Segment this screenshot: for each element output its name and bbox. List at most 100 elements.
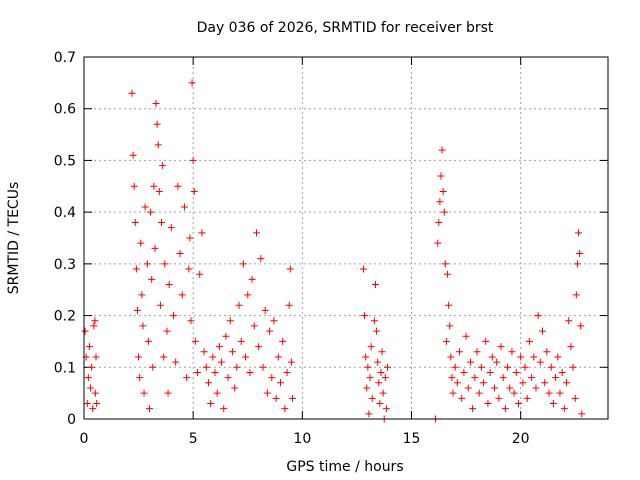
data-point: [381, 374, 389, 382]
data-point: [460, 368, 468, 376]
data-point: [129, 151, 137, 159]
data-point: [160, 353, 168, 361]
data-point: [198, 229, 206, 237]
data-point: [158, 218, 166, 226]
data-point: [143, 260, 151, 268]
data-point: [137, 239, 145, 247]
data-point: [510, 389, 518, 397]
data-point: [165, 281, 173, 289]
data-point: [153, 120, 161, 128]
data-point: [239, 260, 247, 268]
data-point: [556, 389, 564, 397]
data-point: [366, 374, 374, 382]
data-point: [486, 368, 494, 376]
data-point: [93, 399, 101, 407]
data-point: [149, 363, 157, 371]
data-point: [488, 353, 496, 361]
data-point: [576, 250, 584, 258]
data-point: [91, 317, 99, 325]
data-point: [370, 317, 378, 325]
data-point: [237, 337, 245, 345]
data-point: [539, 327, 546, 335]
data-point: [506, 384, 514, 392]
data-point: [138, 291, 146, 299]
data-point: [442, 337, 450, 345]
data-point: [202, 363, 210, 371]
data-point: [475, 389, 483, 397]
data-point: [150, 182, 158, 190]
data-point: [128, 89, 136, 97]
data-point: [365, 410, 373, 418]
data-point: [525, 337, 533, 345]
data-point: [183, 374, 191, 382]
data-point: [517, 353, 525, 361]
data-point: [378, 348, 386, 356]
data-point: [530, 353, 538, 361]
x-tick-label: 10: [293, 431, 311, 447]
data-point: [220, 405, 228, 413]
data-point: [471, 374, 479, 382]
data-point: [373, 327, 381, 335]
data-point: [363, 384, 371, 392]
data-point: [244, 291, 252, 299]
data-point: [436, 198, 444, 206]
y-tick-label: 0.7: [54, 50, 76, 66]
data-point: [268, 374, 276, 382]
data-point: [277, 379, 284, 387]
data-point: [81, 327, 89, 335]
data-point: [558, 368, 566, 376]
y-tick-label: 0.2: [54, 309, 76, 325]
data-point: [439, 187, 447, 195]
data-point: [362, 353, 370, 361]
chart-title: Day 036 of 2026, SRMTID for receiver brs…: [197, 20, 494, 36]
data-point: [161, 260, 169, 268]
data-point: [263, 389, 271, 397]
data-point: [514, 399, 522, 407]
data-point: [151, 244, 159, 252]
data-point: [361, 312, 369, 320]
data-point: [255, 343, 263, 351]
data-point: [501, 405, 509, 413]
data-point: [528, 374, 536, 382]
data-point: [242, 353, 250, 361]
data-point: [159, 162, 167, 170]
data-point: [261, 306, 269, 314]
data-point: [359, 265, 367, 273]
data-point: [508, 348, 516, 356]
data-point: [549, 399, 557, 407]
data-point: [170, 312, 178, 320]
data-point: [371, 281, 379, 289]
data-point: [469, 405, 477, 413]
data-point: [154, 141, 162, 149]
data-point: [383, 363, 391, 371]
data-point: [444, 270, 452, 278]
data-point: [133, 306, 141, 314]
data-point: [448, 374, 456, 382]
data-point: [532, 384, 540, 392]
data-point: [446, 322, 454, 330]
data-point: [270, 317, 278, 325]
data-point: [156, 301, 164, 309]
data-point: [174, 182, 182, 190]
data-point: [164, 389, 172, 397]
data-point: [152, 100, 160, 108]
data-point: [495, 394, 503, 402]
data-point: [140, 389, 148, 397]
data-point: [577, 322, 585, 330]
data-point: [218, 358, 226, 366]
data-point: [497, 343, 505, 351]
data-point: [207, 399, 215, 407]
data-point: [144, 337, 152, 345]
data-point: [534, 312, 542, 320]
data-point: [209, 353, 217, 361]
data-points: [81, 79, 586, 423]
data-point: [231, 384, 239, 392]
data-point: [211, 368, 219, 376]
grid-lines: [84, 57, 608, 419]
data-point: [213, 389, 221, 397]
data-point: [233, 363, 241, 371]
data-point: [493, 358, 501, 366]
data-point: [536, 358, 544, 366]
y-tick-labels: 0 0.1 0.2 0.3 0.4 0.5 0.6 0.7: [54, 50, 76, 428]
y-axis-title: SRMTID / TECUs: [6, 182, 22, 295]
